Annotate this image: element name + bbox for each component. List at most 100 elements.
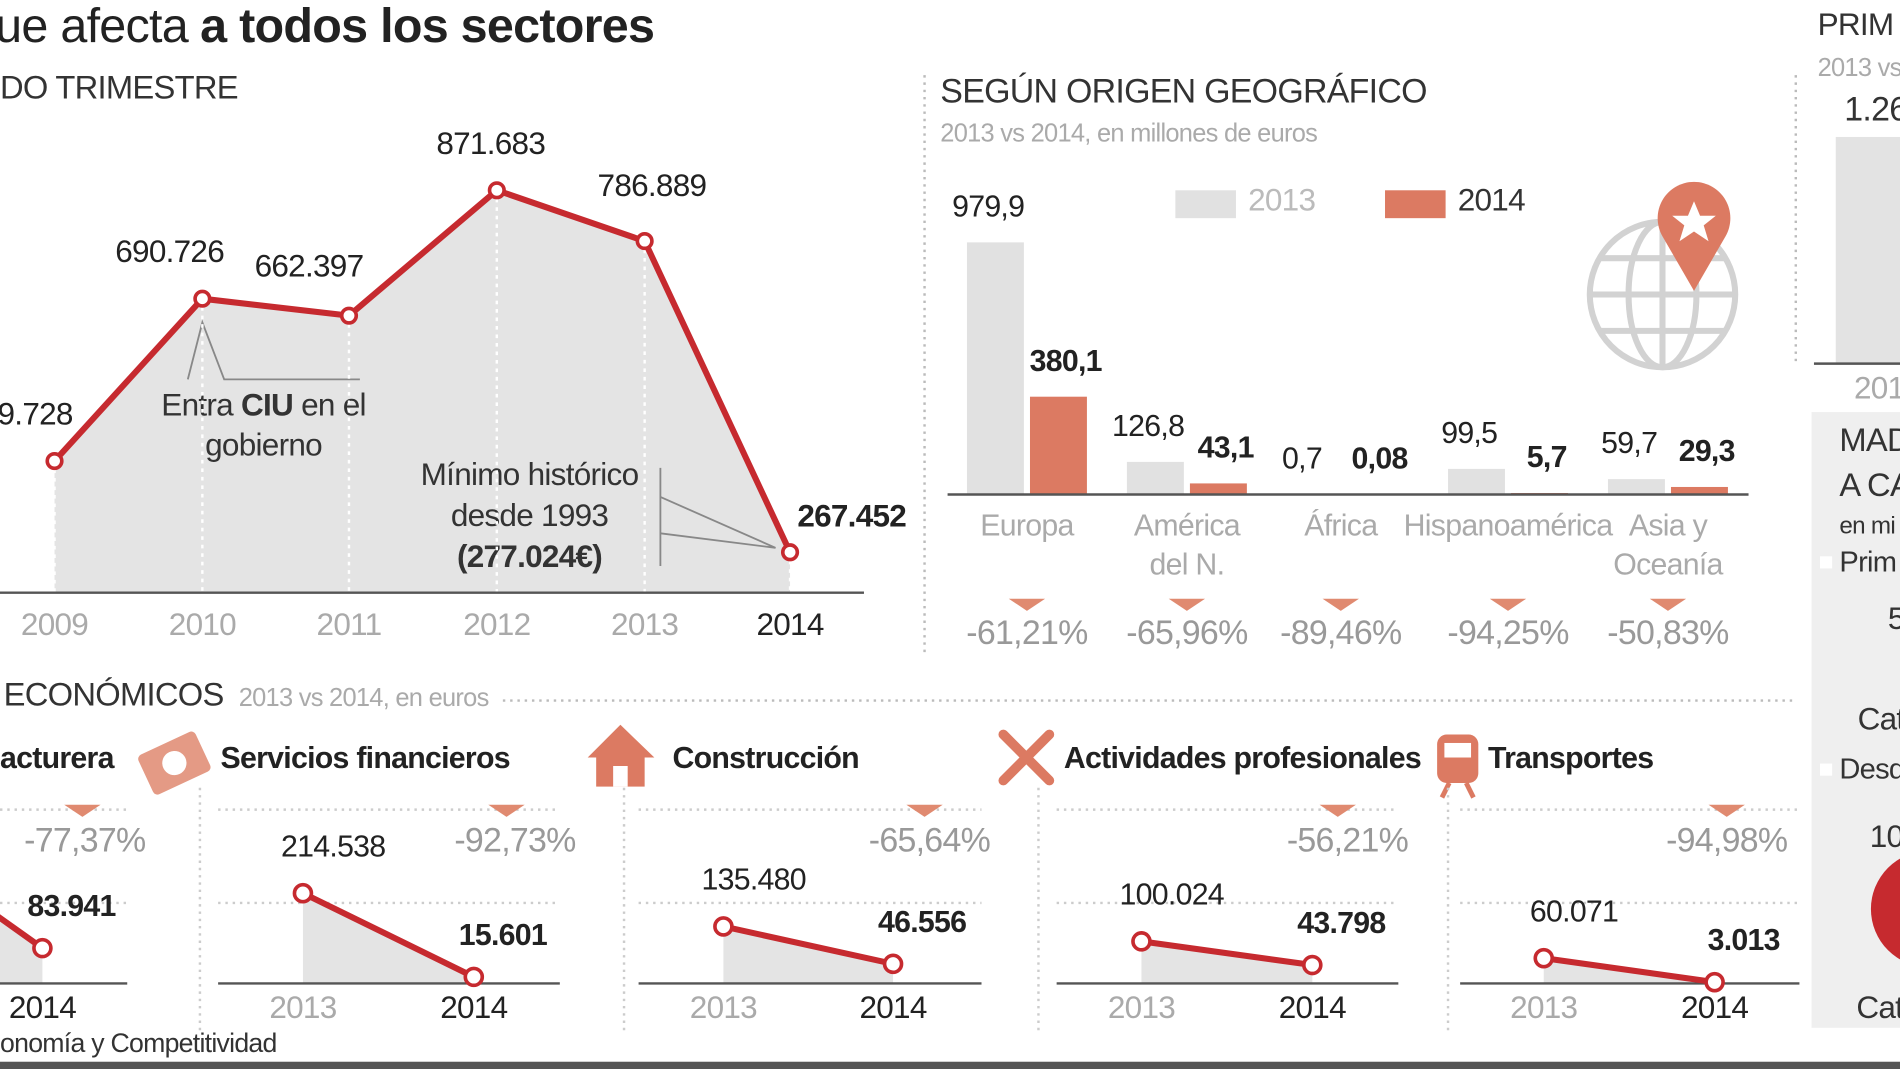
money-icon: [138, 731, 211, 795]
value-label: 380,1: [1030, 345, 1102, 378]
line: [722, 923, 894, 967]
sector-name: acturera: [0, 742, 116, 775]
annotation-text: en el gobierno: [205, 386, 366, 463]
category-box: Europa: [980, 509, 1074, 543]
sidebar-number: 10: [1870, 818, 1900, 854]
x-tick-label: América del N.: [1133, 509, 1241, 582]
change-marker: [488, 804, 525, 817]
area: [0, 917, 43, 984]
area: [723, 926, 894, 984]
sidebar-label: Cat: [1856, 989, 1900, 1025]
point: [713, 916, 734, 937]
footer-bar: [0, 1061, 1900, 1069]
value-label: 100.024: [1120, 879, 1224, 912]
line: [1141, 938, 1313, 969]
area: [54, 190, 791, 593]
sector-name: Transportes: [1488, 742, 1653, 775]
sidebar-label: Cat: [1858, 700, 1900, 736]
bar: [1029, 396, 1087, 495]
legend-label: 2013: [1248, 182, 1315, 218]
value-label: 83.941: [27, 890, 115, 923]
point: [1704, 971, 1725, 993]
leader-line: [660, 496, 776, 549]
value-label: 871.683: [436, 125, 545, 161]
value-label: 419.728: [0, 396, 73, 432]
bar: [1126, 461, 1184, 495]
point: [635, 231, 654, 251]
sidebar-subtitle: 2013 vs: [1818, 54, 1900, 82]
change-label: -89,46%: [1280, 614, 1401, 652]
footer: onomía y Competitividad: [0, 1028, 277, 1058]
x-tick-label: 2011: [317, 606, 382, 642]
line: [52, 187, 793, 554]
change-marker: [1708, 804, 1745, 817]
x-tick-label: 2012: [463, 606, 530, 642]
sector-name: Servicios financieros: [221, 742, 510, 775]
change-label: -65,64%: [869, 821, 990, 859]
sector-name: Actividades profesionales: [1064, 742, 1421, 775]
legend-swatch: [1385, 190, 1446, 219]
tools-icon: [998, 729, 1055, 786]
point: [45, 451, 64, 471]
category-box: América del N.: [1133, 509, 1241, 582]
line: [0, 914, 45, 951]
category-box: Asia y Oceanía: [1613, 509, 1723, 582]
legend-swatch: [1175, 190, 1236, 219]
x-tick-label: 2014: [1279, 989, 1346, 1025]
house-icon: [587, 724, 655, 787]
sector-name: Construcción: [673, 742, 859, 775]
change-label: -61,21%: [966, 614, 1087, 652]
point: [32, 937, 53, 959]
point: [292, 882, 314, 904]
category-box: África: [1304, 509, 1378, 543]
line: [301, 890, 476, 980]
value-label: 0,7: [1282, 442, 1322, 475]
sidebar-title: MAD: [1839, 421, 1900, 458]
x-tick-label: África: [1304, 509, 1378, 543]
chart-title: SEGÚN ORIGEN GEOGRÁFICO: [940, 72, 1426, 110]
value-label: 267.452: [797, 498, 906, 534]
value-label: 29,3: [1679, 435, 1735, 468]
change-marker: [1649, 598, 1687, 611]
area: [1141, 941, 1313, 984]
change-marker: [1008, 598, 1046, 611]
leader-line: [186, 319, 360, 381]
legend-swatch: [1820, 556, 1833, 569]
x-tick-label: 2013: [269, 989, 336, 1025]
change-label: -56,21%: [1287, 821, 1408, 859]
value-label: 3.013: [1708, 924, 1780, 957]
point: [1302, 954, 1323, 976]
x-tick-label: 2010: [169, 606, 236, 642]
sidebar-circle: [1870, 858, 1900, 960]
line: [1543, 955, 1716, 986]
annotation-bold: (277.024€): [456, 538, 603, 575]
bar: [1607, 479, 1665, 495]
pin-icon: [1657, 181, 1731, 291]
title-start: ue afecta: [0, 0, 189, 53]
value-label: 43,1: [1198, 431, 1254, 464]
x-tick-label: Asia y Oceanía: [1613, 509, 1723, 582]
star-icon: [1672, 201, 1716, 242]
change-label: -65,96%: [1126, 614, 1247, 652]
x-tick-label: 2014: [756, 606, 823, 642]
sidebar-title: A CA: [1839, 466, 1900, 503]
x-tick-label: Europa: [980, 509, 1074, 543]
change-marker: [1489, 598, 1527, 611]
change-label: -50,83%: [1607, 614, 1728, 652]
change-marker: [1322, 598, 1359, 611]
value-label: 60.071: [1530, 895, 1618, 928]
value-label: 662.397: [255, 248, 364, 284]
change-marker: [64, 804, 101, 817]
x-tick-label: 2013: [611, 606, 678, 642]
x-tick-label: 2014: [9, 989, 76, 1025]
change-label: -77,37%: [24, 821, 145, 859]
point: [780, 543, 800, 562]
legend-swatch: [1820, 763, 1833, 776]
bar: [1189, 483, 1247, 495]
value-label: 690.726: [115, 233, 224, 269]
bar: [1448, 468, 1505, 495]
value-label: 99,5: [1441, 417, 1497, 450]
point: [1131, 931, 1152, 952]
value-label: 43.798: [1297, 907, 1385, 940]
